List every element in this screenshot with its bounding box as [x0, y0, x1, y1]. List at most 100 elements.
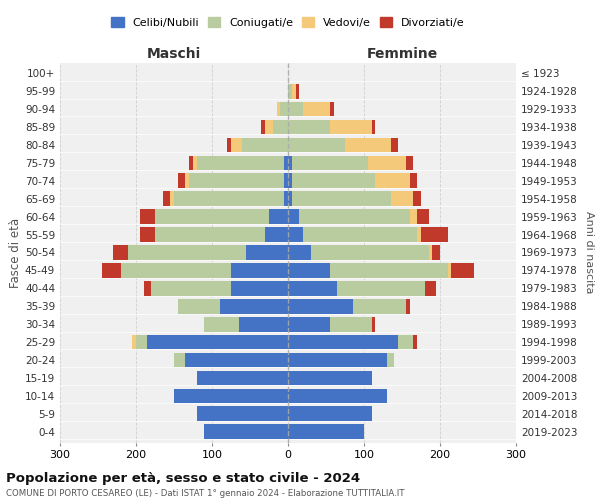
Bar	[288, 317, 330, 332]
Bar	[288, 370, 371, 386]
Bar	[265, 227, 288, 242]
Text: Maschi: Maschi	[147, 46, 201, 60]
Bar	[227, 138, 231, 152]
Bar	[433, 245, 440, 260]
Bar	[406, 156, 413, 170]
Bar	[265, 120, 273, 134]
Bar	[413, 335, 417, 349]
Bar	[410, 174, 417, 188]
Bar	[132, 335, 136, 349]
Text: COMUNE DI PORTO CESAREO (LE) - Dati ISTAT 1° gennaio 2024 - Elaborazione TUTTITA: COMUNE DI PORTO CESAREO (LE) - Dati ISTA…	[6, 489, 404, 498]
Bar	[242, 138, 288, 152]
Text: Femmine: Femmine	[367, 46, 437, 60]
Bar	[155, 210, 269, 224]
Bar	[284, 192, 288, 206]
Bar	[205, 317, 239, 332]
Bar	[303, 102, 330, 117]
Bar	[303, 227, 417, 242]
Bar	[330, 102, 334, 117]
Bar	[128, 245, 246, 260]
Bar	[174, 352, 185, 368]
Bar	[155, 227, 265, 242]
Bar	[185, 352, 288, 368]
Bar	[288, 84, 292, 98]
Bar	[311, 245, 428, 260]
Bar	[288, 227, 303, 242]
Bar	[231, 138, 242, 152]
Bar	[113, 245, 128, 260]
Bar	[288, 192, 292, 206]
Bar	[448, 263, 451, 278]
Bar	[299, 210, 410, 224]
Bar	[262, 120, 265, 134]
Bar	[205, 424, 288, 439]
Bar	[288, 210, 299, 224]
Bar	[148, 335, 288, 349]
Bar	[288, 281, 337, 295]
Bar	[197, 370, 288, 386]
Bar	[368, 156, 406, 170]
Bar	[288, 174, 292, 188]
Bar	[428, 245, 433, 260]
Bar	[170, 192, 174, 206]
Bar	[425, 281, 436, 295]
Bar	[398, 335, 413, 349]
Bar	[345, 138, 391, 152]
Bar	[337, 281, 425, 295]
Bar	[140, 210, 155, 224]
Bar	[163, 192, 170, 206]
Bar	[451, 263, 474, 278]
Bar	[189, 174, 284, 188]
Bar	[288, 102, 303, 117]
Bar	[391, 138, 398, 152]
Bar	[410, 210, 417, 224]
Bar	[413, 192, 421, 206]
Bar	[220, 299, 288, 314]
Bar	[136, 335, 148, 349]
Bar	[292, 192, 391, 206]
Bar	[121, 263, 231, 278]
Bar	[288, 406, 371, 421]
Bar	[284, 156, 288, 170]
Bar	[288, 156, 292, 170]
Bar	[417, 227, 421, 242]
Bar	[277, 102, 280, 117]
Bar	[280, 102, 288, 117]
Bar	[246, 245, 288, 260]
Bar	[288, 424, 364, 439]
Bar	[288, 352, 387, 368]
Bar	[330, 317, 371, 332]
Bar	[292, 84, 296, 98]
Bar	[231, 263, 288, 278]
Bar	[288, 245, 311, 260]
Bar	[193, 156, 197, 170]
Bar	[174, 192, 284, 206]
Bar	[288, 388, 387, 403]
Bar	[288, 120, 330, 134]
Bar	[178, 174, 185, 188]
Bar	[197, 156, 284, 170]
Bar	[288, 263, 330, 278]
Bar	[353, 299, 406, 314]
Bar	[185, 174, 189, 188]
Bar	[406, 299, 410, 314]
Bar	[284, 174, 288, 188]
Legend: Celibi/Nubili, Coniugati/e, Vedovi/e, Divorziati/e: Celibi/Nubili, Coniugati/e, Vedovi/e, Di…	[107, 13, 469, 32]
Y-axis label: Anni di nascita: Anni di nascita	[584, 211, 594, 294]
Bar	[387, 352, 394, 368]
Bar	[269, 210, 288, 224]
Bar	[273, 120, 288, 134]
Bar	[140, 227, 155, 242]
Bar	[102, 263, 121, 278]
Bar	[330, 120, 371, 134]
Bar	[143, 281, 151, 295]
Bar	[239, 317, 288, 332]
Bar	[417, 210, 428, 224]
Bar	[288, 335, 398, 349]
Text: Popolazione per età, sesso e stato civile - 2024: Popolazione per età, sesso e stato civil…	[6, 472, 360, 485]
Y-axis label: Fasce di età: Fasce di età	[9, 218, 22, 288]
Bar	[371, 120, 376, 134]
Bar	[330, 263, 448, 278]
Bar	[151, 281, 231, 295]
Bar	[292, 156, 368, 170]
